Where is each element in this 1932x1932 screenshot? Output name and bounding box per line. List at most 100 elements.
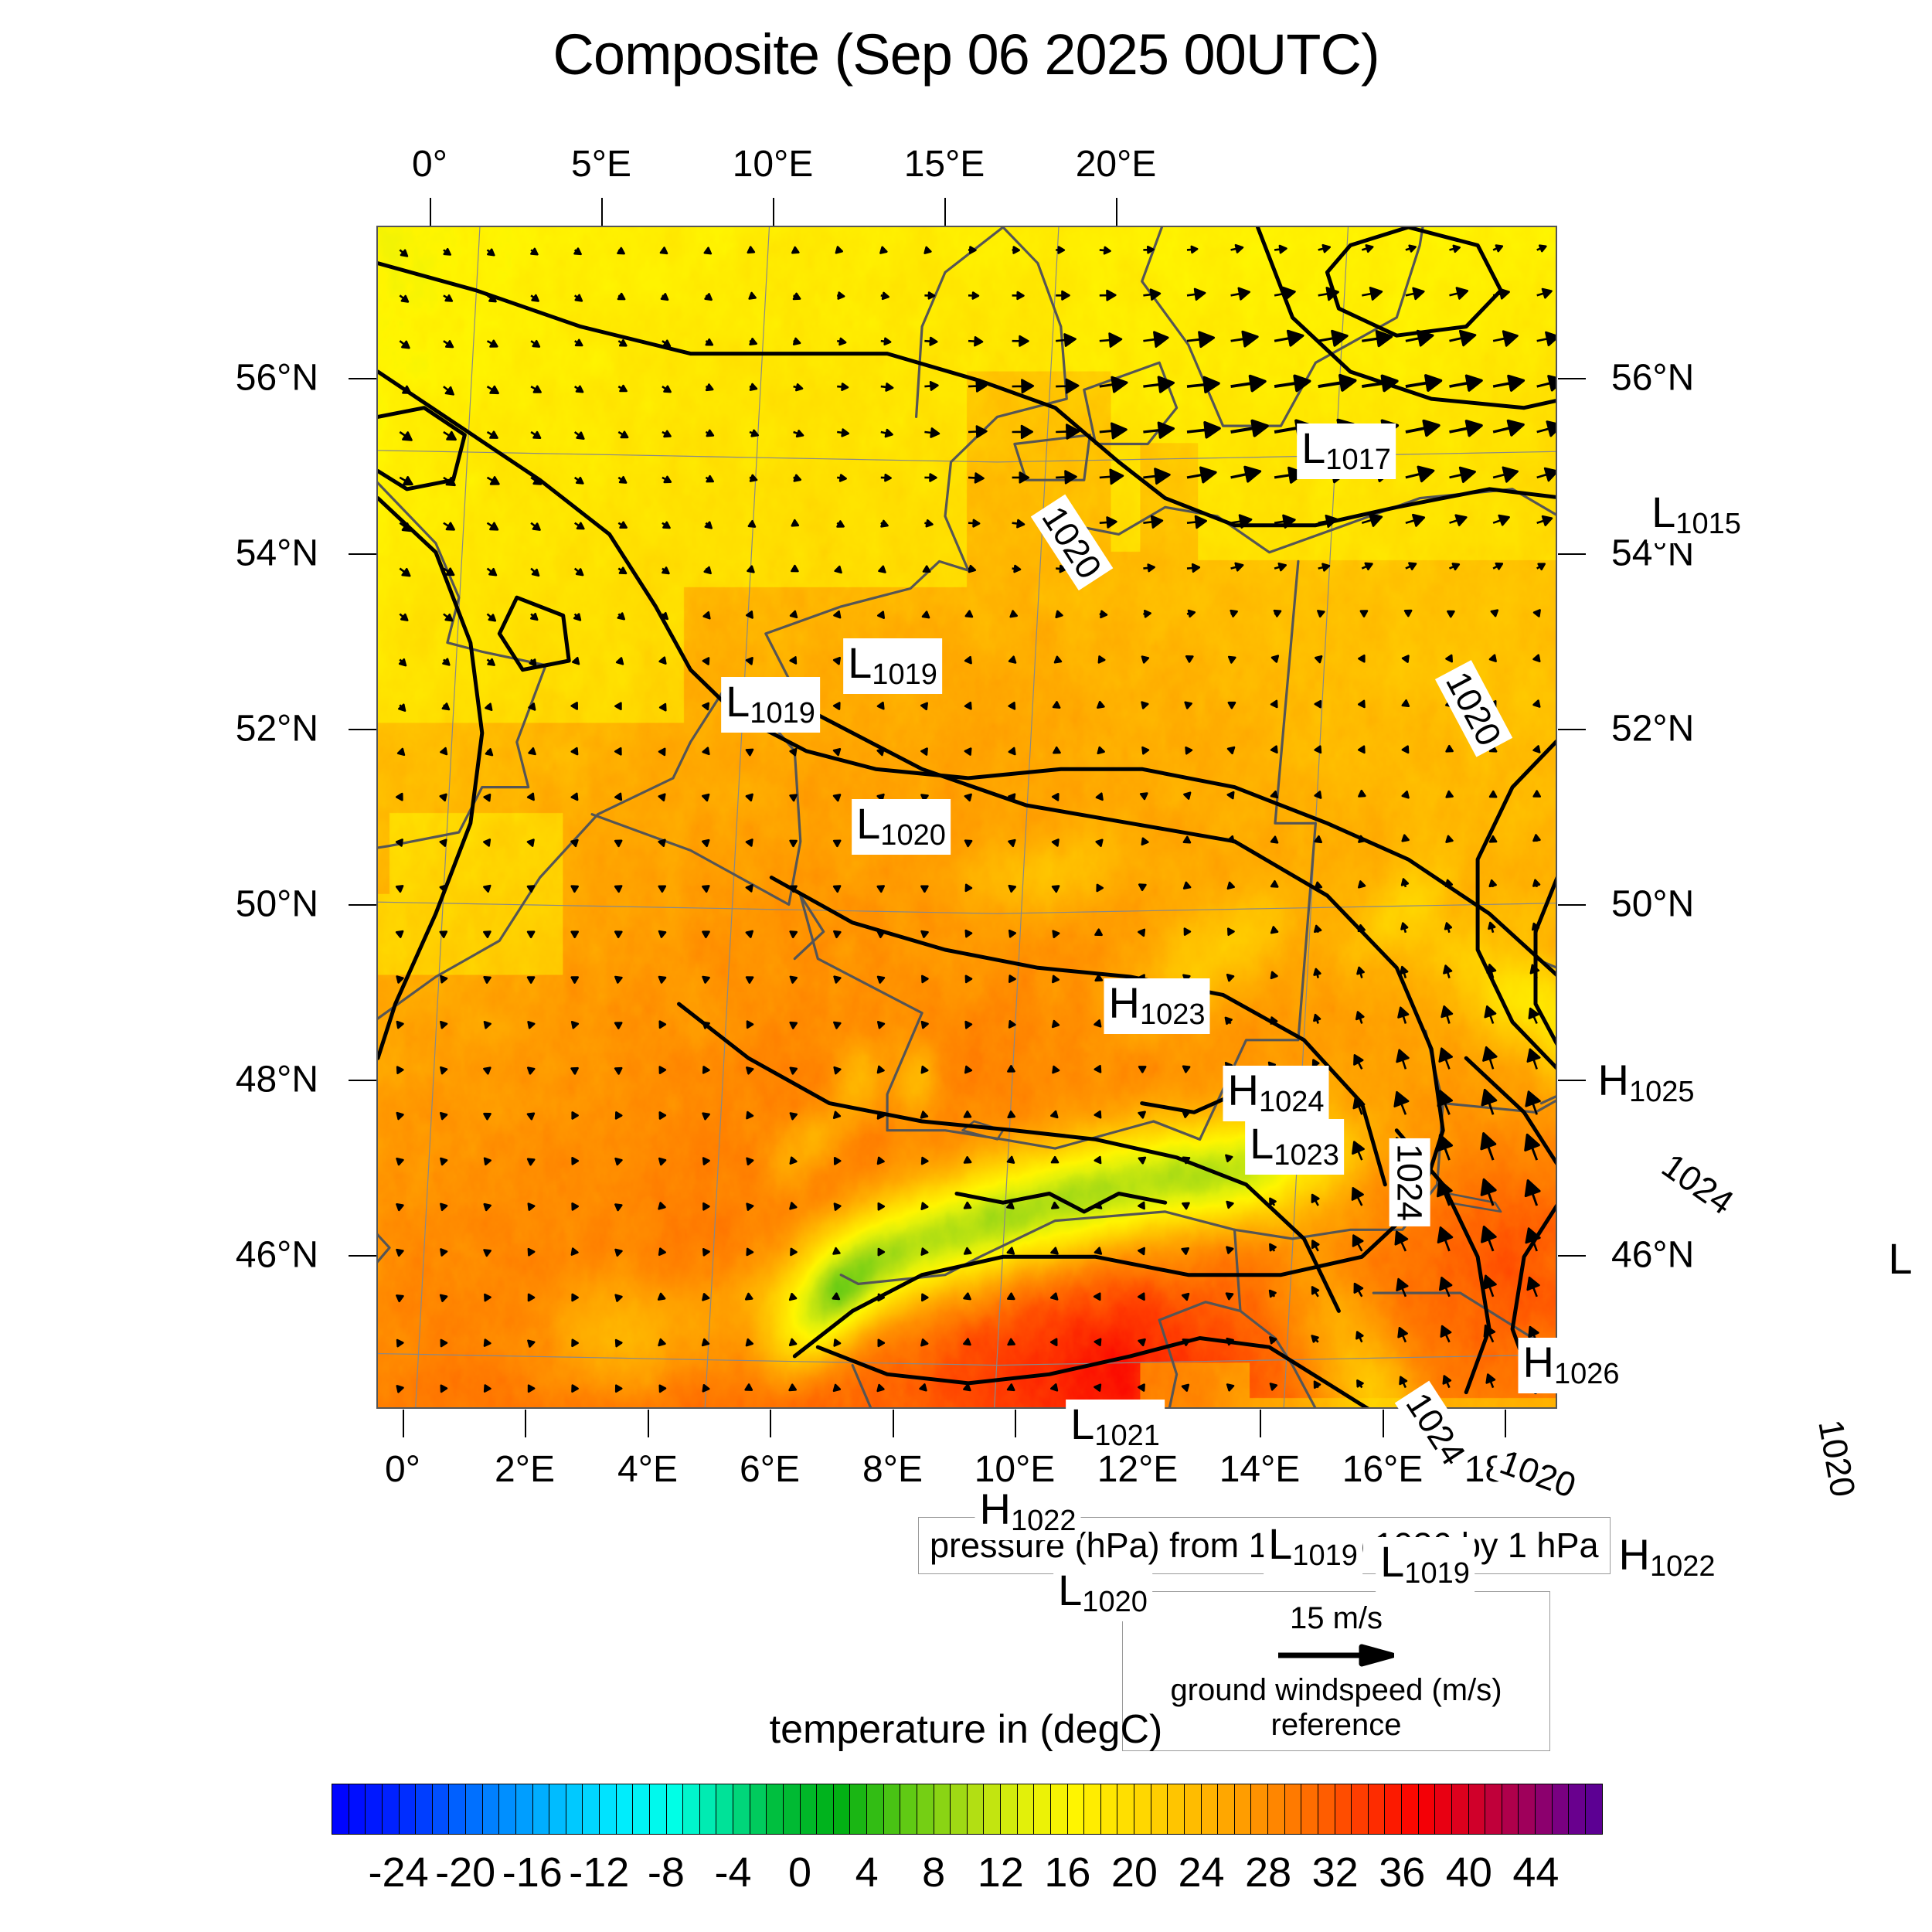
colorbar-tick: -16 bbox=[502, 1849, 563, 1896]
pressure-center-type: L bbox=[1888, 1234, 1913, 1283]
pressure-center-label: L1020 bbox=[852, 799, 951, 855]
lat-tick-label-left: 48°N bbox=[235, 1059, 318, 1100]
colorbar-cell bbox=[1335, 1784, 1352, 1834]
pressure-center-value: 1022 bbox=[1649, 1550, 1716, 1583]
lat-tick-mark-left bbox=[349, 378, 376, 379]
colorbar-cell bbox=[1569, 1784, 1586, 1834]
lon-tick-label-bottom: 4°E bbox=[617, 1449, 678, 1490]
lon-tick-label-bottom: 2°E bbox=[495, 1449, 555, 1490]
pressure-center-type: L bbox=[1380, 1537, 1405, 1586]
pressure-center-label: H1022 bbox=[1614, 1530, 1720, 1586]
pressure-center-type: L bbox=[1301, 423, 1326, 472]
colorbar-cell bbox=[900, 1784, 917, 1834]
colorbar-cell bbox=[515, 1784, 533, 1834]
colorbar-cell bbox=[1585, 1784, 1602, 1834]
colorbar-tick-labels: -24 -20 -16 -12 -8 -4 0 4 8 12 16 20 24 28 32 36 40 44 bbox=[332, 1849, 1603, 1903]
lat-tick-mark-right bbox=[1558, 1080, 1586, 1081]
colorbar-tick: 12 bbox=[977, 1849, 1024, 1896]
pressure-center-type: L bbox=[856, 799, 881, 848]
pressure-center-type: L bbox=[1268, 1519, 1293, 1568]
colorbar-cell bbox=[783, 1784, 801, 1834]
colorbar-cell bbox=[817, 1784, 834, 1834]
colorbar-cell bbox=[1402, 1784, 1419, 1834]
colorbar-cell bbox=[432, 1784, 450, 1834]
lon-tick-label-bottom: 0° bbox=[385, 1449, 420, 1490]
pressure-center-value: 1023 bbox=[1274, 1139, 1339, 1172]
colorbar-cell bbox=[1251, 1784, 1268, 1834]
colorbar-cell bbox=[1552, 1784, 1570, 1834]
pressure-center-label: L1019 bbox=[843, 638, 942, 694]
pressure-center-type: H bbox=[1108, 978, 1140, 1027]
colorbar-tick: 24 bbox=[1178, 1849, 1225, 1896]
pressure-center-type: L bbox=[726, 677, 750, 726]
colorbar-cell bbox=[1218, 1784, 1235, 1834]
colorbar-cell bbox=[1502, 1784, 1519, 1834]
lon-tick-mark-top bbox=[430, 198, 431, 226]
lat-tick-label-right: 50°N bbox=[1611, 883, 1695, 925]
lon-tick-label-bottom: 14°E bbox=[1219, 1449, 1301, 1490]
pressure-center-value: 1020 bbox=[880, 819, 946, 852]
lat-tick-mark-left bbox=[349, 553, 376, 555]
lat-tick-label-left: 46°N bbox=[235, 1234, 318, 1276]
lon-tick-label-top: 5°E bbox=[571, 144, 631, 185]
colorbar-cell bbox=[1117, 1784, 1134, 1834]
colorbar-cell bbox=[566, 1784, 583, 1834]
lon-tick-label-bottom: 10°E bbox=[974, 1449, 1056, 1490]
lon-tick-mark-bottom bbox=[1015, 1410, 1016, 1437]
colorbar-cell bbox=[482, 1784, 500, 1834]
colorbar-cell bbox=[1084, 1784, 1101, 1834]
colorbar-cell bbox=[382, 1784, 400, 1834]
lat-tick-label-right: 52°N bbox=[1611, 708, 1695, 750]
isobar-value-label: 1024 bbox=[1649, 1141, 1747, 1226]
wind-legend-box: 15 m/s ground windspeed (m/s) reference bbox=[1122, 1591, 1550, 1751]
colorbar-tick: 40 bbox=[1445, 1849, 1492, 1896]
lat-tick-mark-left bbox=[349, 729, 376, 730]
pressure-center-label: L bbox=[1883, 1234, 1917, 1290]
lat-tick-mark-left bbox=[349, 1255, 376, 1257]
colorbar-tick: 0 bbox=[788, 1849, 812, 1896]
pressure-center-type: L bbox=[1070, 1400, 1095, 1448]
colorbar-cell bbox=[867, 1784, 884, 1834]
colorbar-cell bbox=[967, 1784, 985, 1834]
colorbar-cell bbox=[1168, 1784, 1185, 1834]
lat-tick-label-left: 50°N bbox=[235, 883, 318, 925]
colorbar-cell bbox=[332, 1784, 349, 1834]
colorbar-cell bbox=[1151, 1784, 1168, 1834]
lon-tick-mark-bottom bbox=[1505, 1410, 1506, 1437]
lon-tick-mark-top bbox=[1116, 198, 1117, 226]
lon-tick-label-top: 20°E bbox=[1075, 144, 1157, 185]
pressure-center-value: 1019 bbox=[1404, 1557, 1470, 1590]
colorbar-cell bbox=[633, 1784, 650, 1834]
lon-tick-label-bottom: 16°E bbox=[1342, 1449, 1423, 1490]
pressure-center-label: L1020 bbox=[1053, 1566, 1152, 1621]
lat-tick-label-left: 56°N bbox=[235, 357, 318, 399]
colorbar-cell bbox=[1268, 1784, 1285, 1834]
temperature-colorbar[interactable] bbox=[332, 1784, 1603, 1835]
pressure-center-value: 1019 bbox=[750, 697, 815, 730]
weather-map[interactable] bbox=[376, 226, 1557, 1409]
colorbar-cell bbox=[1352, 1784, 1369, 1834]
colorbar-cell bbox=[532, 1784, 550, 1834]
lon-tick-mark-bottom bbox=[403, 1410, 404, 1437]
colorbar-tick: 16 bbox=[1044, 1849, 1091, 1896]
colorbar-cell bbox=[649, 1784, 667, 1834]
wind-reference-arrow-icon bbox=[1123, 1644, 1549, 1667]
colorbar-cell bbox=[1034, 1784, 1051, 1834]
pressure-center-label: L1019 bbox=[1376, 1537, 1475, 1593]
pressure-center-type: L bbox=[848, 638, 872, 687]
pressure-center-type: H bbox=[1597, 1056, 1629, 1104]
colorbar-cell bbox=[1050, 1784, 1068, 1834]
pressure-center-type: H bbox=[1522, 1338, 1554, 1386]
colorbar-cell bbox=[1318, 1784, 1335, 1834]
colorbar-cell bbox=[1435, 1784, 1452, 1834]
colorbar-tick: -8 bbox=[647, 1849, 685, 1896]
pressure-center-label: L1021 bbox=[1066, 1400, 1165, 1455]
colorbar-cell bbox=[1134, 1784, 1151, 1834]
colorbar-cell bbox=[1385, 1784, 1402, 1834]
colorbar-cell bbox=[1368, 1784, 1386, 1834]
pressure-center-type: L bbox=[1651, 488, 1676, 536]
colorbar-cell bbox=[1536, 1784, 1553, 1834]
lat-tick-label-left: 52°N bbox=[235, 708, 318, 750]
wind-legend-caption: ground windspeed (m/s) reference bbox=[1170, 1673, 1502, 1742]
colorbar-tick: -20 bbox=[435, 1849, 496, 1896]
